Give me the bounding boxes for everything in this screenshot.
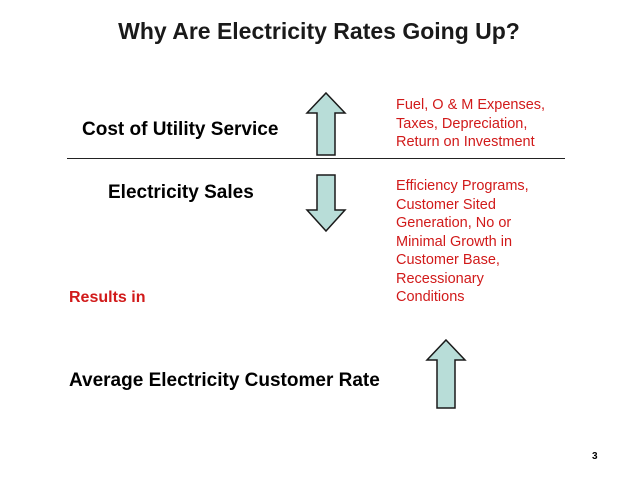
sales-drivers-text: Efficiency Programs, Customer Sited Gene… [396,177,529,307]
cost-driver-line: Taxes, Depreciation, [396,115,528,132]
cost-up-arrow-icon [305,91,347,156]
electricity-sales-label: Electricity Sales [108,182,254,203]
sales-driver-line: Recessionary [396,270,484,287]
cost-driver-line: Return on Investment [396,134,535,150]
cost-drivers-text: Fuel, O & M Expenses, Taxes, Depreciatio… [396,96,545,152]
sales-driver-line: Generation, No or [396,215,512,231]
sales-driver-line: Conditions [396,289,465,305]
divider-line [67,158,565,159]
sales-driver-line: Minimal Growth in [396,233,513,250]
page-number: 3 [592,451,598,462]
sales-driver-line: Customer Sited [396,196,496,213]
slide-title: Why Are Electricity Rates Going Up? [118,18,520,44]
cost-of-utility-service-label: Cost of Utility Service [82,119,279,140]
sales-down-arrow-icon [305,174,347,233]
sales-driver-line: Customer Base, [396,252,500,268]
average-customer-rate-label: Average Electricity Customer Rate [69,370,380,391]
rate-up-arrow-icon [425,338,467,409]
results-in-label: Results in [69,289,146,306]
sales-driver-line: Efficiency Programs, [396,178,529,194]
cost-driver-line: Fuel, O & M Expenses, [396,97,546,113]
